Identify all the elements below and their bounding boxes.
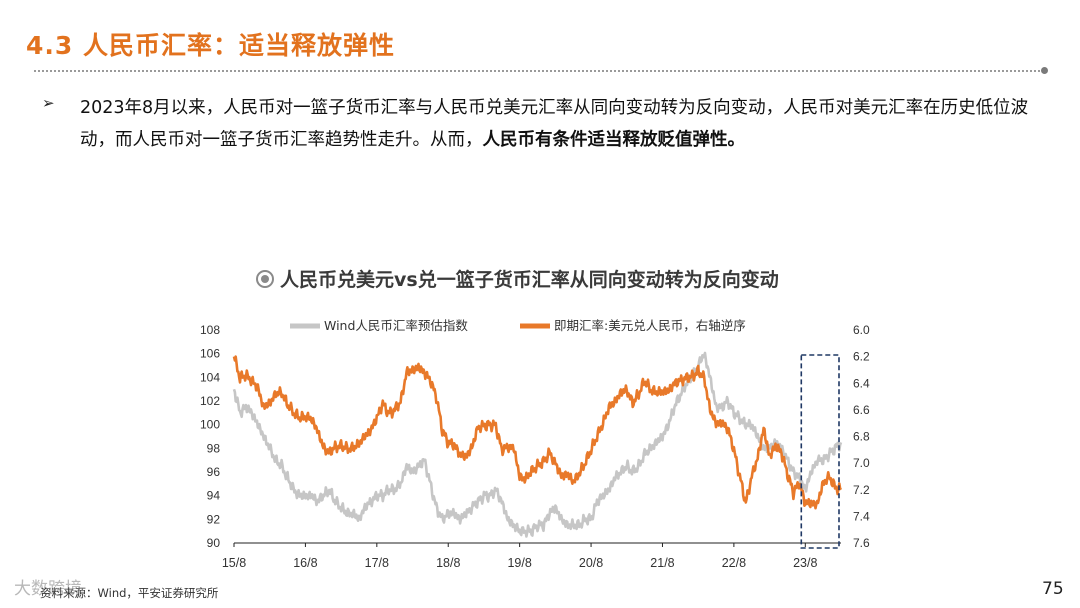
bullet-point: ➢ 2023年8月以来，人民币对一篮子货币汇率与人民币兑美元汇率从同向变动转为反…: [42, 92, 1037, 156]
chart-legend: Wind人民币汇率预估指数 即期汇率:美元兑人民币，右轴逆序: [290, 318, 746, 333]
series-layer: [232, 351, 843, 538]
watermark-text: 大数跨境: [14, 579, 82, 599]
left-axis-tick-label: 96: [207, 465, 221, 479]
left-axis-tick-label: 104: [200, 370, 220, 384]
bullet-text: 2023年8月以来，人民币对一篮子货币汇率与人民币兑美元汇率从同向变动转为反向变…: [80, 92, 1037, 156]
x-axis: 15/8 16/8 17/8 18/8 19/8 20/8 21/8 22/8 23/8: [222, 542, 841, 570]
left-axis-tick-label: 98: [207, 441, 221, 455]
right-axis-tick-label: 7.0: [853, 456, 870, 470]
right-axis-tick-label: 7.6: [853, 536, 870, 550]
left-axis-tick-label: 108: [200, 323, 220, 337]
x-axis-tick-label: 20/8: [579, 556, 603, 570]
legend-label: Wind人民币汇率预估指数: [324, 318, 468, 333]
x-axis-tick-label: 17/8: [365, 556, 389, 570]
source-note: 资料来源：Wind，平安证券研究所: [40, 586, 219, 600]
x-axis-tick-label: 18/8: [436, 556, 460, 570]
title-divider-end-dot: [1041, 67, 1048, 74]
right-axis-tick-label: 7.4: [853, 509, 870, 523]
x-axis-tick-label: 22/8: [722, 556, 746, 570]
target-icon: [256, 270, 274, 288]
series-line-spot: [232, 355, 843, 510]
left-axis-tick-label: 106: [200, 347, 220, 361]
right-axis-tick-label: 7.2: [853, 483, 870, 497]
right-axis-tick-label: 6.4: [853, 376, 870, 390]
right-axis-tick-label: 6.0: [853, 323, 870, 337]
x-axis-tick-label: 16/8: [293, 556, 317, 570]
left-axis-tick-label: 102: [200, 394, 220, 408]
bullet-text-plain: 2023年8月以来，人民币对一篮子货币汇率与人民币兑美元汇率从同向变动转为反向变…: [80, 98, 1029, 150]
x-axis-tick-label: 21/8: [650, 556, 674, 570]
highlight-layer: [800, 354, 840, 549]
left-axis-tick-label: 100: [200, 418, 220, 432]
bullet-arrow-icon: ➢: [42, 94, 55, 112]
series-line-index: [232, 351, 843, 538]
left-axis-tick-label: 94: [207, 489, 221, 503]
chart-title: 人民币兑美元vs兑一篮子货币汇率从同向变动转为反向变动: [256, 265, 779, 292]
title-divider: [34, 70, 1044, 72]
highlight-box: [800, 354, 840, 549]
x-axis-tick-label: 15/8: [222, 556, 246, 570]
left-axis-tick-label: 90: [207, 536, 221, 550]
right-axis: 6.0 6.2 6.4 6.6 6.8 7.0 7.2 7.4 7.6: [853, 323, 870, 550]
right-axis-tick-label: 6.2: [853, 350, 870, 364]
chart-title-text: 人民币兑美元vs兑一篮子货币汇率从同向变动转为反向变动: [280, 269, 779, 291]
x-axis-tick-label: 23/8: [793, 556, 817, 570]
bullet-text-emphasis: 人民币有条件适当释放贬值弹性。: [482, 130, 746, 150]
page-number: 75: [1042, 579, 1064, 599]
left-axis-tick-label: 92: [207, 512, 221, 526]
legend-label: 即期汇率:美元兑人民币，右轴逆序: [554, 318, 746, 333]
right-axis-tick-label: 6.6: [853, 403, 870, 417]
slide-title: 4.3 人民币汇率：适当释放弹性: [26, 31, 395, 60]
x-axis-tick-label: 19/8: [507, 556, 531, 570]
right-axis-tick-label: 6.8: [853, 430, 870, 444]
left-axis: 108 106 104 102 100 98 96 94 92 90: [200, 323, 220, 550]
